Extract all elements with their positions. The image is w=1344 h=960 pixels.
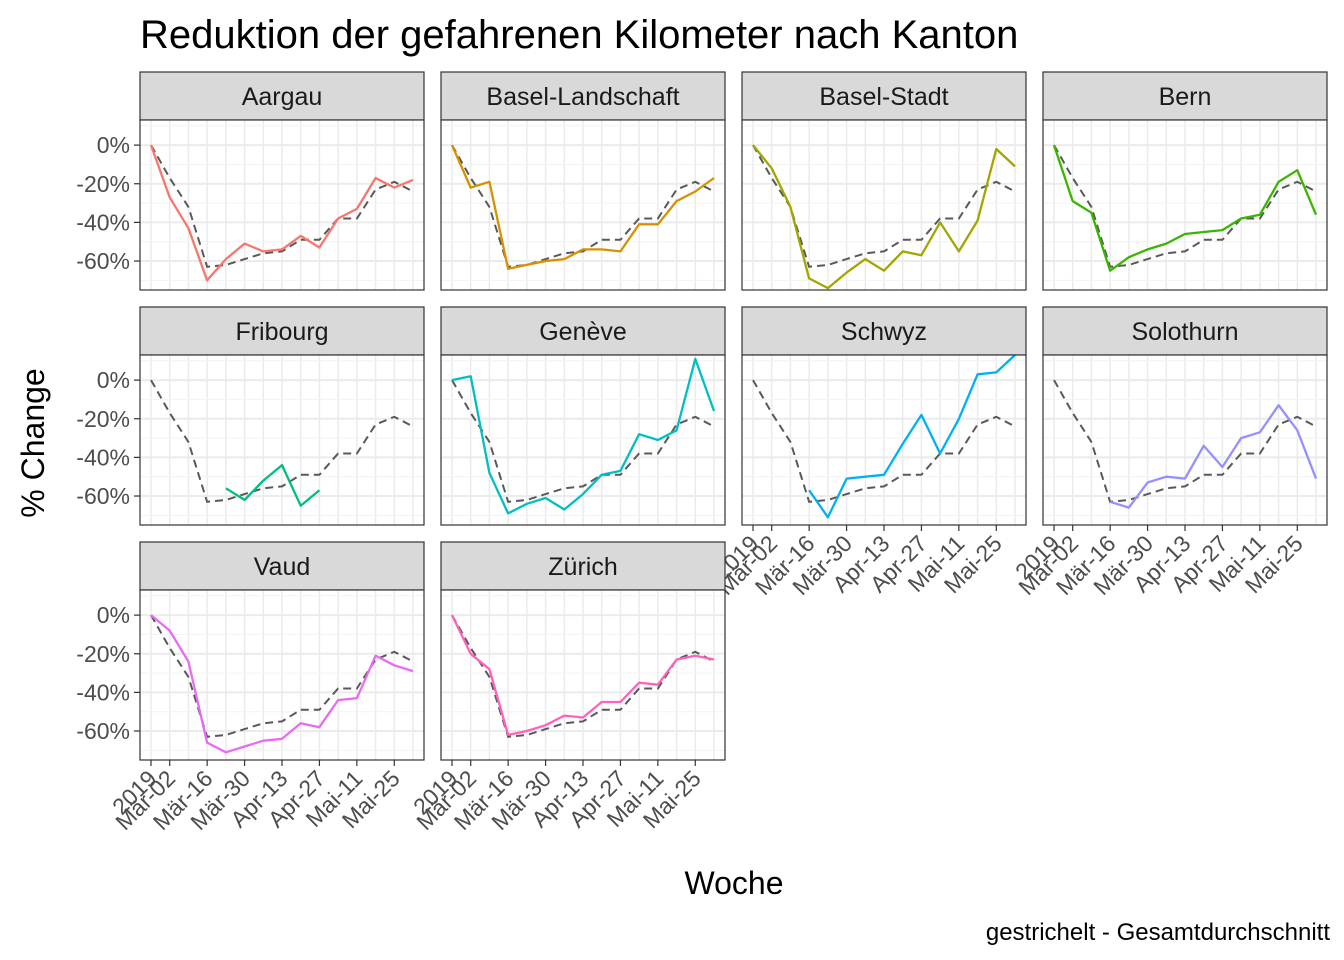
y-tick-label: -60%	[76, 718, 130, 744]
strip-background	[1042, 306, 1328, 356]
y-tick-label: 0%	[97, 602, 130, 628]
strip-label: Solothurn	[1131, 318, 1238, 346]
series-line	[752, 144, 1016, 290]
panels: Aargau 0% -20% -40% -60% Basel-Landschaft Base…	[76, 71, 1328, 835]
x-axis-title: Woche	[684, 865, 783, 901]
chart-title: Reduktion der gefahrenen Kilometer nach …	[140, 13, 1018, 57]
series-line	[1109, 404, 1318, 509]
average-line	[451, 144, 715, 268]
panel-basel-landschaft: Basel-Landschaft	[440, 71, 726, 291]
average-line	[1053, 379, 1317, 503]
series-line	[808, 354, 1016, 519]
gridlines	[441, 120, 725, 290]
strip-label: Basel-Stadt	[819, 83, 948, 111]
y-tick-label: 0%	[97, 367, 130, 393]
panel-zürich: Zürich2019Mär-02Mär-16Mär-30Apr-13Apr-27…	[408, 541, 726, 835]
gridlines	[140, 355, 424, 525]
strip-background	[139, 71, 425, 121]
average-line	[752, 379, 1016, 503]
panel-genève: Genève	[440, 306, 726, 526]
strip-label: Genève	[539, 318, 627, 346]
y-tick-label: -20%	[76, 641, 130, 667]
panel-fribourg: Fribourg 0% -20% -40% -60%	[76, 306, 425, 526]
caption: gestrichelt - Gesamtdurchschnitt	[986, 919, 1330, 946]
y-tick-label: -40%	[76, 444, 130, 470]
y-tick-label: -40%	[76, 679, 130, 705]
y-tick-label: -20%	[76, 171, 130, 197]
average-line	[150, 379, 414, 503]
strip-label: Zürich	[548, 553, 617, 581]
panel-border	[1042, 119, 1328, 291]
strip-label: Schwyz	[841, 318, 927, 346]
panel-solothurn: Solothurn2019Mär-02Mär-16Mär-30Apr-13Apr…	[1010, 306, 1328, 600]
panel-border	[139, 354, 425, 526]
series-line	[450, 614, 715, 737]
gridlines	[1043, 355, 1327, 525]
strip-label: Aargau	[242, 83, 323, 111]
gridlines	[140, 590, 424, 760]
y-tick-label: -40%	[76, 209, 130, 235]
strip-label: Vaud	[254, 553, 311, 581]
series-line	[150, 614, 414, 754]
gridlines	[441, 355, 725, 525]
panel-border	[440, 119, 726, 291]
panel-bern: Bern	[1042, 71, 1328, 291]
strip-label: Basel-Landschaft	[486, 83, 679, 111]
average-line	[1053, 144, 1317, 268]
series-line	[1052, 144, 1318, 272]
average-line	[150, 144, 414, 268]
strip-background	[440, 71, 726, 121]
series-line	[225, 463, 321, 507]
y-tick-label: -60%	[76, 248, 130, 274]
panel-vaud: Vaud0%-20%-40%-60%2019Mär-02Mär-16Mär-30…	[76, 541, 425, 835]
strip-background	[741, 306, 1027, 356]
panel-border	[139, 119, 425, 291]
strip-background	[1042, 71, 1328, 121]
gridlines	[441, 590, 725, 760]
y-tick-label: 0%	[97, 132, 130, 158]
panel-aargau: Aargau 0% -20% -40% -60%	[76, 71, 425, 291]
average-line	[451, 379, 715, 503]
panel-border	[440, 354, 726, 526]
strip-background	[440, 306, 726, 356]
gridlines	[1043, 120, 1327, 290]
series-line	[451, 357, 716, 515]
series-line	[149, 144, 414, 282]
series-line	[450, 144, 715, 270]
average-line	[451, 614, 715, 738]
average-line	[150, 614, 414, 738]
panel-schwyz: Schwyz2019Mär-02Mär-16Mär-30Apr-13Apr-27…	[709, 306, 1027, 600]
strip-label: Fribourg	[235, 318, 328, 346]
gridlines	[742, 120, 1026, 290]
strip-background	[440, 541, 726, 591]
y-axis-title: % Change	[15, 368, 51, 517]
gridlines	[742, 355, 1026, 525]
gridlines	[140, 120, 424, 290]
strip-background	[139, 306, 425, 356]
panel-border	[741, 119, 1027, 291]
strip-label: Bern	[1159, 83, 1212, 111]
panel-basel-stadt: Basel-Stadt	[741, 71, 1027, 291]
strip-background	[139, 541, 425, 591]
y-tick-label: -60%	[76, 483, 130, 509]
y-tick-label: -20%	[76, 406, 130, 432]
